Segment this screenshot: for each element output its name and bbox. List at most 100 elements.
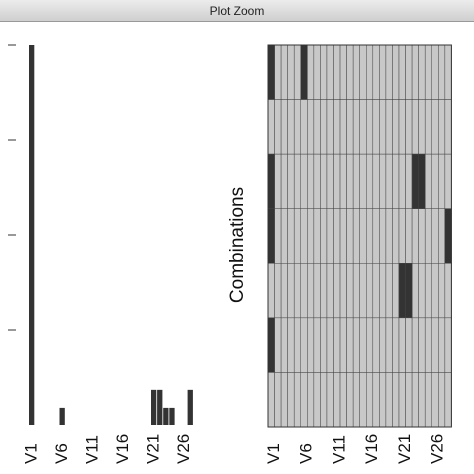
cell bbox=[352, 372, 360, 428]
cell bbox=[438, 372, 446, 428]
cell bbox=[346, 208, 354, 264]
cell bbox=[405, 153, 413, 209]
cell bbox=[385, 153, 393, 209]
cell bbox=[274, 99, 282, 155]
cell bbox=[379, 263, 387, 319]
cell bbox=[346, 44, 354, 100]
cell bbox=[444, 44, 452, 100]
x-tick-label: V1 bbox=[264, 443, 283, 464]
cell bbox=[352, 153, 360, 209]
cell bbox=[372, 99, 380, 155]
title-bar: Plot Zoom bbox=[0, 0, 474, 22]
missing-cell bbox=[411, 153, 419, 209]
cell bbox=[326, 317, 334, 373]
cell bbox=[307, 317, 315, 373]
cell bbox=[372, 208, 380, 264]
cell bbox=[359, 153, 367, 209]
cell bbox=[307, 153, 315, 209]
cell bbox=[424, 99, 433, 155]
cell bbox=[438, 317, 446, 373]
cell bbox=[424, 153, 433, 209]
cell bbox=[274, 317, 282, 373]
missing-cell bbox=[300, 44, 308, 100]
cell bbox=[398, 372, 406, 428]
cell bbox=[405, 372, 413, 428]
cell bbox=[405, 44, 413, 100]
cell bbox=[300, 317, 308, 373]
cell bbox=[339, 372, 347, 428]
cell bbox=[392, 208, 400, 264]
cell bbox=[418, 99, 426, 155]
cell bbox=[359, 99, 367, 155]
cell bbox=[372, 263, 380, 319]
missing-cell bbox=[267, 153, 275, 209]
cell bbox=[431, 208, 439, 264]
cell bbox=[339, 263, 347, 319]
cell bbox=[267, 372, 275, 428]
cell bbox=[379, 99, 387, 155]
bar bbox=[151, 389, 157, 425]
grid-border bbox=[267, 44, 452, 428]
cell bbox=[359, 317, 367, 373]
cell bbox=[326, 208, 334, 264]
cell bbox=[438, 44, 446, 100]
cell bbox=[326, 263, 334, 319]
cell bbox=[431, 99, 439, 155]
cell bbox=[366, 208, 374, 264]
cell bbox=[424, 317, 433, 373]
cell bbox=[379, 44, 387, 100]
cell bbox=[287, 153, 295, 209]
missing-cell bbox=[444, 208, 452, 264]
cell bbox=[366, 317, 374, 373]
cell bbox=[320, 372, 328, 428]
cell bbox=[300, 208, 308, 264]
cell bbox=[385, 44, 393, 100]
cell bbox=[431, 44, 439, 100]
y-axis-label: Combinations bbox=[227, 187, 248, 303]
cell bbox=[379, 372, 387, 428]
cell bbox=[366, 99, 374, 155]
cell bbox=[339, 44, 347, 100]
x-tick-label: V6 bbox=[297, 443, 316, 464]
cell bbox=[359, 208, 367, 264]
bar bbox=[157, 389, 163, 425]
cell bbox=[418, 372, 426, 428]
cell bbox=[346, 153, 354, 209]
x-tick-label: V11 bbox=[329, 435, 348, 464]
cell bbox=[444, 372, 452, 428]
cell bbox=[300, 99, 308, 155]
cell bbox=[431, 263, 439, 319]
cell bbox=[352, 99, 360, 155]
cell bbox=[372, 372, 380, 428]
cell bbox=[411, 263, 419, 319]
cell bbox=[287, 44, 295, 100]
cell bbox=[392, 263, 400, 319]
cell bbox=[339, 317, 347, 373]
cell bbox=[444, 263, 452, 319]
cell bbox=[313, 44, 321, 100]
cell bbox=[418, 317, 426, 373]
cell bbox=[313, 99, 321, 155]
cell bbox=[366, 372, 374, 428]
cell bbox=[300, 263, 308, 319]
x-tick-label: V21 bbox=[144, 434, 163, 464]
cell bbox=[411, 99, 419, 155]
cell bbox=[293, 44, 302, 100]
cell bbox=[346, 99, 354, 155]
cell bbox=[424, 372, 433, 428]
cell bbox=[280, 317, 288, 373]
cell bbox=[431, 372, 439, 428]
cell bbox=[398, 44, 406, 100]
cell bbox=[411, 372, 419, 428]
cell bbox=[385, 208, 393, 264]
cell bbox=[411, 317, 419, 373]
cell bbox=[320, 99, 328, 155]
cell bbox=[339, 153, 347, 209]
cell bbox=[293, 317, 302, 373]
cell bbox=[293, 263, 302, 319]
cell bbox=[438, 99, 446, 155]
cell bbox=[307, 208, 315, 264]
cell bbox=[379, 317, 387, 373]
cell bbox=[438, 263, 446, 319]
